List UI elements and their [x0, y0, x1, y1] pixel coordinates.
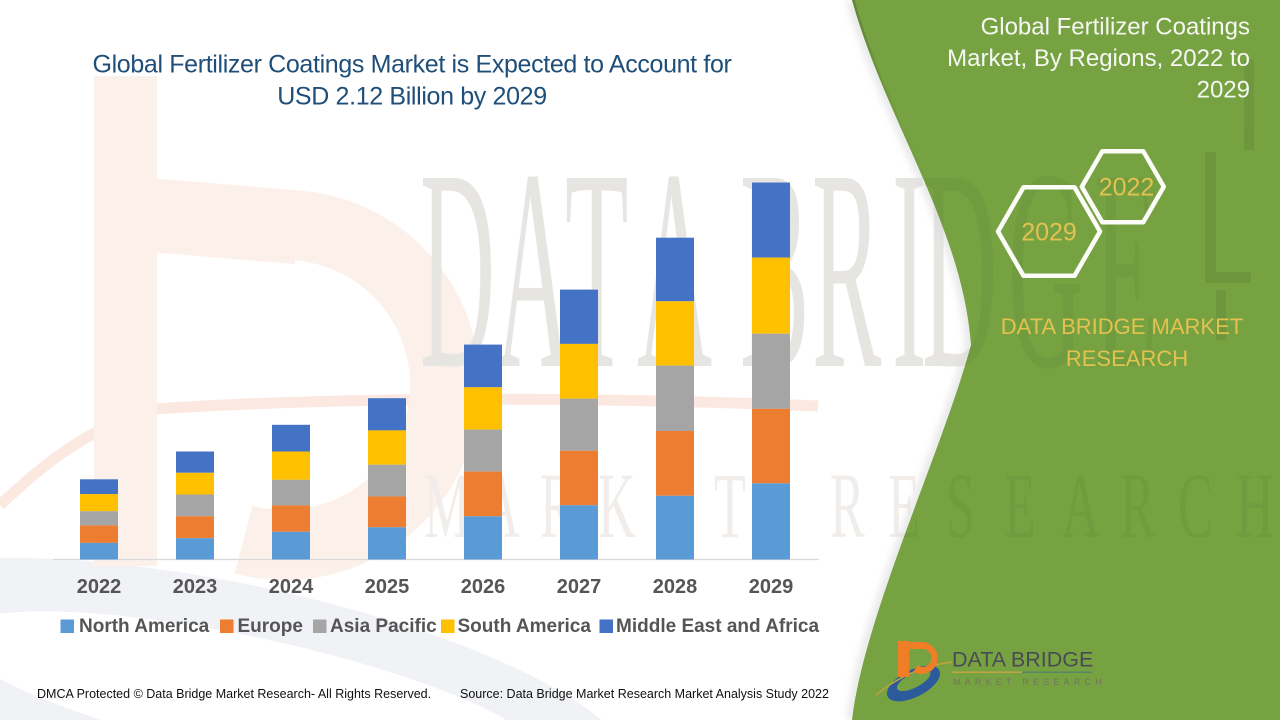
svg-text:Global Fertilizer Coatings: Global Fertilizer Coatings: [981, 14, 1250, 41]
svg-text:2029: 2029: [749, 576, 794, 598]
svg-text:DMCA Protected © Data Bridge M: DMCA Protected © Data Bridge Market Rese…: [37, 687, 431, 701]
svg-text:DATA BRIDGE: DATA BRIDGE: [952, 648, 1093, 672]
svg-text:North America: North America: [79, 616, 210, 637]
svg-text:2023: 2023: [173, 576, 218, 598]
svg-text:2024: 2024: [269, 576, 314, 598]
svg-text:MARKET RESEARCH: MARKET RESEARCH: [953, 677, 1106, 687]
svg-text:2029: 2029: [1197, 77, 1250, 104]
svg-text:RESEARCH: RESEARCH: [1066, 346, 1188, 371]
svg-text:South America: South America: [458, 616, 592, 637]
svg-text:Market, By Regions, 2022 to: Market, By Regions, 2022 to: [947, 45, 1250, 72]
svg-text:USD 2.12 Billion by 2029: USD 2.12 Billion by 2029: [277, 83, 547, 111]
svg-text:Middle East and Africa: Middle East and Africa: [616, 616, 819, 637]
svg-text:Global Fertilizer Coatings Mar: Global Fertilizer Coatings Market is Exp…: [92, 51, 731, 79]
svg-text:2022: 2022: [1099, 174, 1155, 202]
svg-text:Asia Pacific: Asia Pacific: [330, 616, 437, 637]
svg-text:2027: 2027: [557, 576, 602, 598]
svg-text:2025: 2025: [365, 576, 410, 598]
svg-text:2028: 2028: [653, 576, 698, 598]
svg-text:2022: 2022: [77, 576, 122, 598]
svg-text:Europe: Europe: [238, 616, 303, 637]
svg-text:Source: Data Bridge Market Res: Source: Data Bridge Market Research Mark…: [460, 687, 829, 701]
svg-text:2029: 2029: [1021, 218, 1077, 246]
svg-text:2026: 2026: [461, 576, 506, 598]
svg-text:DATA BRIDGE MARKET: DATA BRIDGE MARKET: [1001, 314, 1243, 339]
